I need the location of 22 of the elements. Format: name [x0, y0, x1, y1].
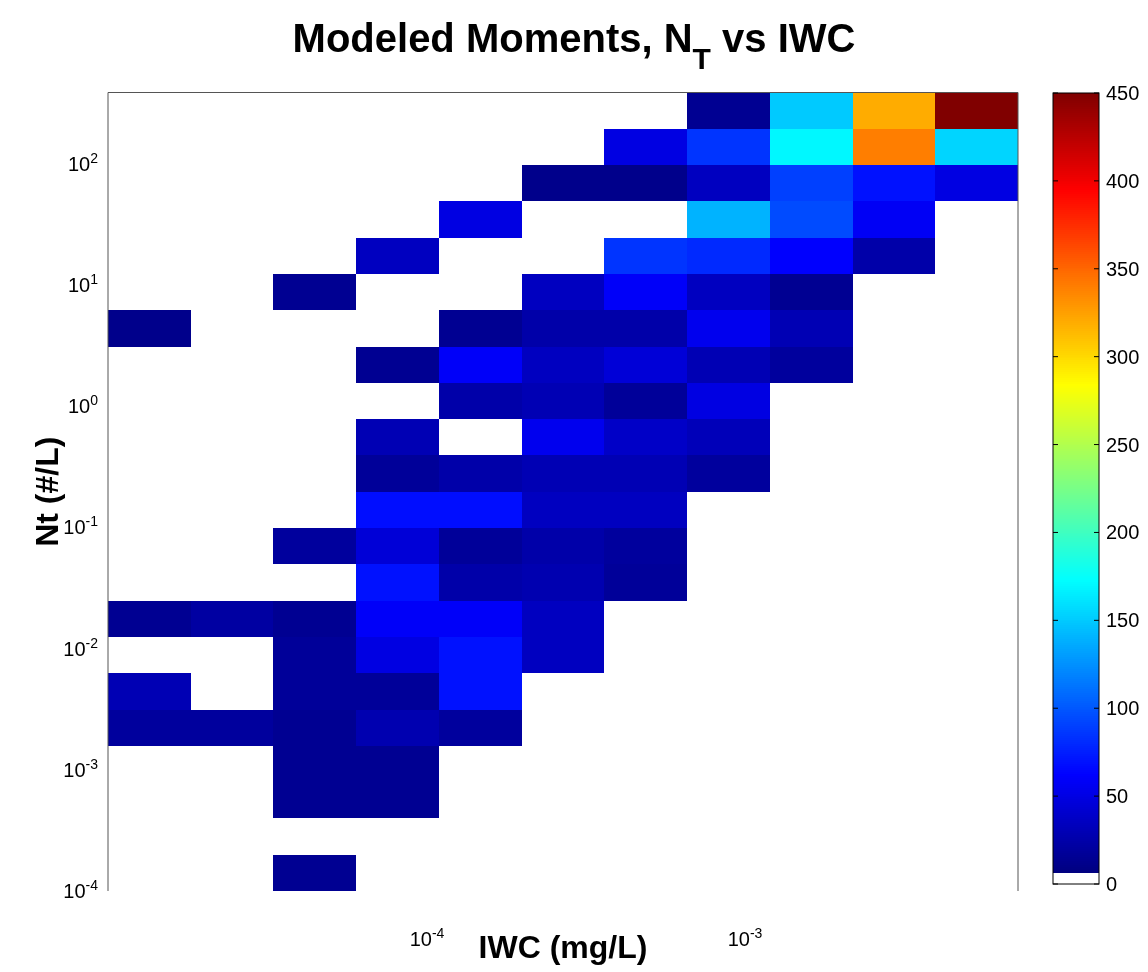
color-bar-label: 0 [1106, 873, 1118, 895]
color-bar-label: 150 [1106, 609, 1140, 632]
text: 10$^{2}$ [67, 149, 99, 175]
text: 10$^{-3}$ [63, 755, 99, 781]
text: 10$^{-3}$ [727, 925, 763, 950]
color-bar-label: 200 [1106, 521, 1140, 544]
color-bar-label: 350 [1106, 257, 1140, 280]
text: 10$^{0}$ [67, 392, 99, 418]
color-bar-label: 50 [1106, 785, 1129, 808]
color-bar-label: 450 [1106, 82, 1140, 104]
chart-title: Modeled Moments, N$_{T}$ vs IWC [292, 16, 856, 75]
y-axis-title: Nt (#/L) [29, 436, 65, 547]
text: 10$^{-2}$ [63, 634, 99, 660]
text: 10$^{1}$ [67, 271, 99, 296]
color-bar-label: 400 [1106, 169, 1140, 192]
text: 10$^{-4}$ [63, 877, 99, 902]
color-bar-label: 300 [1106, 345, 1140, 368]
x-axis-title: IWC (mg/L) [478, 929, 648, 965]
color-bar-label: 250 [1106, 433, 1140, 456]
color-bar-label: 100 [1106, 697, 1140, 720]
text: 10$^{-4}$ [409, 925, 445, 950]
text: 10$^{-1}$ [63, 513, 99, 539]
